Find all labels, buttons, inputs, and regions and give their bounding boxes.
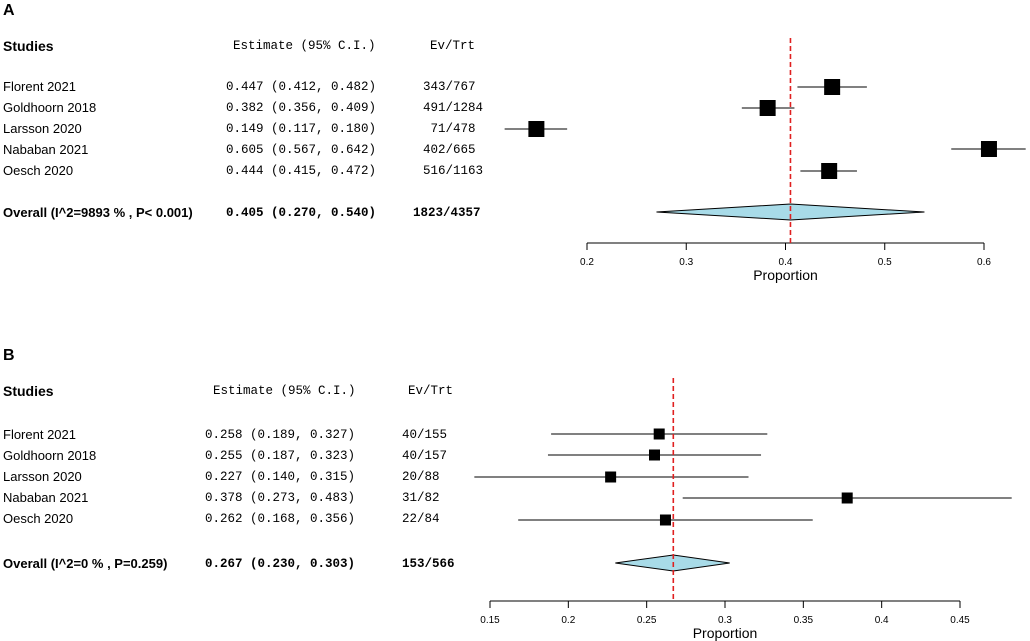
point-estimate-marker [649,449,660,461]
point-estimate-marker [605,471,617,483]
study-estimate: 0.382 (0.356, 0.409) [226,101,377,115]
point-estimate-marker [653,428,665,440]
x-tick-label: 0.45 [950,615,970,626]
overall-diamond [656,203,925,221]
forest-plot-a: A Studies Estimate (95% C.I.) Ev/Trt Flo… [0,0,1030,320]
overall-evtrt: 1823/4357 [413,206,481,220]
study-name: Nababan 2021 [3,490,89,505]
panel-label: B [3,347,15,364]
point-estimate-marker [759,100,776,116]
study-evtrt: 516/1163 [423,164,484,178]
study-evtrt: 40/155 [402,428,448,442]
study-evtrt: 31/82 [402,491,440,505]
x-tick-label: 0.5 [878,257,892,268]
study-estimate: 0.262 (0.168, 0.356) [205,512,356,526]
plot-area: 0.2 0.3 0.4 0.5 0.6 Proportion [504,38,1026,283]
x-tick-label: 0.2 [561,615,575,626]
x-tick-label: 0.35 [794,615,814,626]
panel-label: A [3,2,15,19]
x-tick-label: 0.15 [480,615,500,626]
point-estimate-marker [980,141,997,157]
study-name: Nababan 2021 [3,142,89,157]
study-name: Florent 2021 [3,427,76,442]
x-tick-label: 0.4 [779,257,793,268]
study-name: Goldhoorn 2018 [3,448,97,463]
study-name: Oesch 2020 [3,511,74,526]
point-estimate-marker [841,492,853,504]
x-tick-label: 0.6 [977,257,991,268]
study-evtrt: 20/88 [402,470,440,484]
x-tick-label: 0.3 [679,257,693,268]
study-name: Oesch 2020 [3,163,74,178]
overall-label: Overall (I^2=0 % , P=0.259) [3,556,168,571]
study-estimate: 0.255 (0.187, 0.323) [205,449,356,463]
study-name: Larsson 2020 [3,121,82,136]
study-evtrt: 71/478 [423,122,476,136]
study-evtrt: 40/157 [402,449,448,463]
study-evtrt: 402/665 [423,143,476,157]
point-estimate-marker [528,121,545,137]
study-estimate: 0.605 (0.567, 0.642) [226,143,377,157]
study-evtrt: 343/767 [423,80,476,94]
header-studies: Studies [3,38,54,54]
study-evtrt: 22/84 [402,512,440,526]
x-tick-label: 0.25 [637,615,657,626]
study-name: Florent 2021 [3,79,76,94]
overall-estimate: 0.405 (0.270, 0.540) [226,206,377,220]
forest-plot-b: B Studies Estimate (95% C.I.) Ev/Trt Flo… [0,345,1030,641]
overall-estimate: 0.267 (0.230, 0.303) [205,557,356,571]
study-estimate: 0.447 (0.412, 0.482) [226,80,377,94]
study-estimate: 0.444 (0.415, 0.472) [226,164,377,178]
study-estimate: 0.378 (0.273, 0.483) [205,491,356,505]
study-estimate: 0.149 (0.117, 0.180) [226,122,377,136]
study-name: Goldhoorn 2018 [3,100,97,115]
study-evtrt: 491/1284 [423,101,484,115]
study-name: Larsson 2020 [3,469,82,484]
header-evtrt: Ev/Trt [430,39,476,53]
x-axis-title: Proportion [753,267,818,283]
point-estimate-marker [824,79,841,95]
header-evtrt: Ev/Trt [408,384,454,398]
x-tick-label: 0.3 [718,615,732,626]
study-estimate: 0.258 (0.189, 0.327) [205,428,356,442]
point-estimate-marker [821,163,838,179]
overall-evtrt: 153/566 [402,557,455,571]
header-estimate: Estimate (95% C.I.) [213,384,356,398]
header-studies: Studies [3,383,54,399]
study-estimate: 0.227 (0.140, 0.315) [205,470,356,484]
x-tick-label: 0.2 [580,257,594,268]
header-estimate: Estimate (95% C.I.) [233,39,376,53]
overall-label: Overall (I^2=9893 % , P< 0.001) [3,205,193,220]
plot-area: 0.15 0.2 0.25 0.3 0.35 0.4 0.45 Proportion [474,378,1012,641]
x-tick-label: 0.4 [875,615,889,626]
x-axis-title: Proportion [693,625,758,641]
point-estimate-marker [659,514,671,526]
